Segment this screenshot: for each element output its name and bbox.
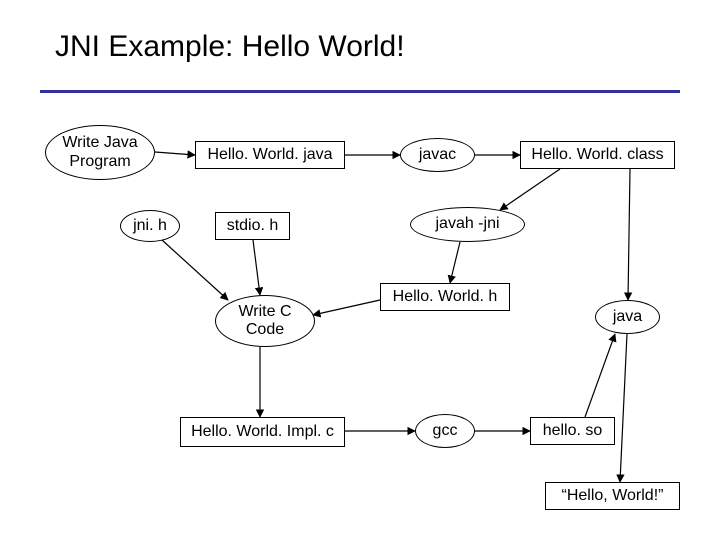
node-javahJni: javah -jni — [410, 207, 525, 242]
flowchart-edges — [0, 0, 720, 540]
edge-hwClass-javahJni — [500, 169, 560, 210]
edge-writeJava-hwJava — [155, 152, 195, 155]
node-javac: javac — [400, 138, 475, 172]
edge-java-output — [620, 334, 627, 482]
edge-stdioH-writeC — [253, 240, 260, 295]
node-stdioH: stdio. h — [215, 212, 290, 240]
edge-hwClass-java — [628, 169, 630, 300]
node-hwH: Hello. World. h — [380, 283, 510, 311]
node-hwImplC: Hello. World. Impl. c — [180, 417, 345, 447]
edge-jniH-writeC — [162, 240, 228, 300]
node-hwClass: Hello. World. class — [520, 141, 675, 169]
node-writeJava: Write JavaProgram — [45, 125, 155, 180]
node-writeC: Write CCode — [215, 295, 315, 347]
edge-hwH-writeC — [313, 300, 380, 315]
node-jniH: jni. h — [120, 210, 180, 242]
slide-title: JNI Example: Hello World! — [55, 30, 405, 64]
node-hwJava: Hello. World. java — [195, 141, 345, 169]
node-gcc: gcc — [415, 414, 475, 448]
node-output: “Hello, World!” — [545, 482, 680, 510]
title-underline — [40, 90, 680, 93]
node-java: java — [595, 300, 660, 334]
edge-helloSo-java — [585, 334, 615, 417]
edge-javahJni-hwH — [450, 242, 460, 283]
node-helloSo: hello. so — [530, 417, 615, 445]
